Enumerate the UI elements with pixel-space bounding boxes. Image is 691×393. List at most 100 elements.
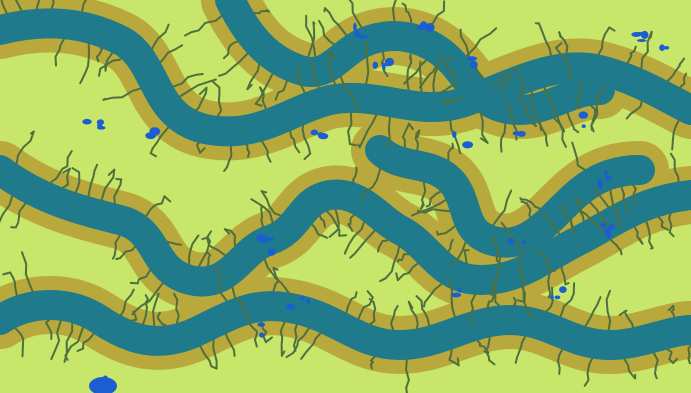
creek-branch [184,31,193,37]
creek-branch [254,338,258,348]
creek [260,190,282,217]
creek [279,321,286,357]
pond [417,24,425,31]
creek [538,121,549,147]
creek-branch [486,301,490,309]
creek-branch [328,230,337,238]
pond [257,322,266,327]
creek [130,310,138,322]
creek [292,327,310,354]
creek [166,240,182,246]
creek [396,262,419,282]
creek [440,84,454,95]
creek [80,42,90,82]
creek-branch [64,354,69,361]
pond [522,240,527,245]
creek [484,336,491,362]
creek [605,289,612,331]
creek [500,122,507,153]
creek [195,86,208,112]
creek-branch [618,309,628,316]
creek-branch [206,230,212,238]
creek [425,190,442,208]
creek [492,189,513,227]
creek [465,27,498,57]
creek [206,236,226,257]
creek [261,140,272,163]
river-channel [215,0,615,125]
creek-branch [198,86,208,96]
creek-branch [246,84,253,91]
creek [348,0,363,29]
creek-branch [163,195,172,203]
creek-branch [442,100,450,105]
creek [571,141,586,171]
creek [253,10,271,15]
creek [447,280,456,318]
creek [543,86,562,126]
creek [406,53,413,91]
pond [457,287,462,293]
creek-branch [608,26,616,32]
creek [113,178,123,205]
pond [289,305,293,310]
pond [631,32,642,37]
creek [212,339,218,370]
creek [390,305,399,331]
pond [424,23,435,32]
creek [190,15,223,33]
creek-branch [649,30,653,39]
creek [520,198,542,210]
creek [152,292,160,327]
creek [95,46,103,63]
creek [534,248,551,272]
creek [559,282,576,318]
creek [188,234,200,265]
creek-branch [436,230,439,236]
creek [447,142,455,162]
creek [352,166,358,184]
creek [491,72,507,87]
creek-branch [516,299,525,303]
creek [310,61,320,89]
creek [76,332,95,352]
creek-branch [672,357,679,364]
creek [347,111,353,145]
creek [216,86,223,117]
creek [493,283,501,307]
creek [260,205,264,228]
creek-branch [650,247,654,250]
pond [663,46,670,50]
river-channels [0,0,691,360]
pond [462,141,474,149]
pond [581,124,586,128]
creek [369,355,376,370]
creek [570,219,577,236]
creek [133,282,164,313]
creek [597,26,611,56]
creek [326,210,341,237]
creek [445,59,459,90]
creek [345,291,358,314]
creek [584,296,602,328]
creek [54,38,65,67]
creek [423,283,443,308]
creek-branch [395,272,399,282]
creek [360,168,382,203]
creek [595,188,610,208]
creek-branch [348,143,358,147]
pond [149,127,161,136]
creek-branch [667,304,675,312]
creek [145,195,166,217]
creek [557,348,564,375]
creek [679,72,688,89]
creek-branch [488,359,496,366]
creek [626,45,637,64]
creek-branch [379,277,387,283]
creek [307,21,316,58]
creek [590,104,597,127]
pond [310,129,319,136]
creek-branch [519,197,522,201]
